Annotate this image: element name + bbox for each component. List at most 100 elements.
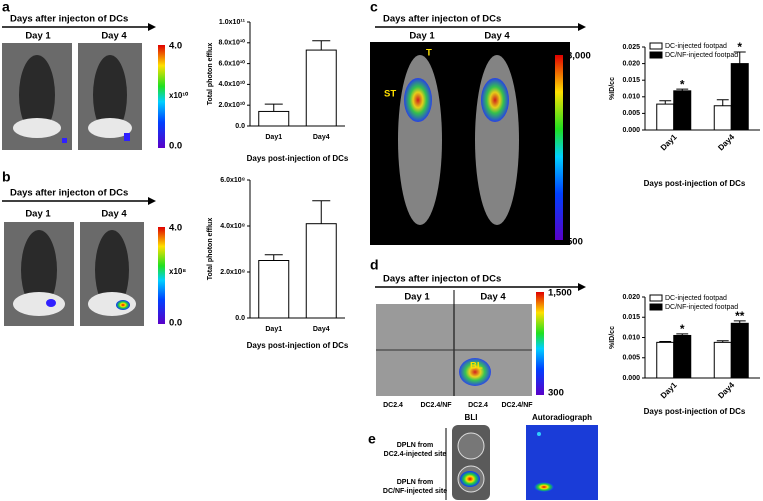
bar: [305, 49, 337, 127]
bar: [258, 110, 290, 127]
y-axis-label: Total photon efflux: [207, 218, 214, 281]
day-label: Day 1: [25, 31, 51, 42]
y-tick-label: 2.0x10⁸: [220, 269, 245, 276]
significance: **: [735, 309, 745, 323]
panel-letter: e: [368, 431, 376, 447]
uptake: [459, 358, 491, 386]
legend-swatch: [649, 51, 663, 59]
signal: [537, 432, 541, 436]
row-label: DC/NF-injected site: [383, 488, 447, 495]
header: Days after injecton of DCs: [383, 274, 501, 285]
y-tick-label: 0.005: [622, 110, 640, 117]
y-tick-label: 0.005: [622, 355, 640, 362]
y-tick-label: 0.0: [235, 315, 245, 322]
legend-swatch: [649, 294, 663, 302]
panel-letter: a: [2, 0, 10, 15]
y-tick-label: 0.020: [622, 294, 640, 301]
region-label: BL: [470, 361, 483, 372]
arrow-head: [578, 283, 586, 291]
arrow-head: [148, 23, 156, 31]
panel-letter: b: [2, 169, 11, 185]
day-label: Day 1: [404, 292, 430, 303]
error-bar: [733, 320, 746, 324]
x-tick-label: Day4: [716, 132, 736, 152]
y-axis-label: %ID/cc: [609, 77, 616, 100]
bar: [673, 90, 692, 131]
arrow-head: [578, 23, 586, 31]
y-tick-label: 0.025: [622, 44, 640, 51]
x-axis-label: Days post-injection of DCs: [247, 341, 349, 350]
significance: *: [737, 40, 742, 54]
panel-d: d Days after injecton of DCs Day 1 Day 4…: [370, 257, 586, 409]
row-label: DPLN from: [397, 442, 434, 449]
bar: [656, 341, 675, 379]
bar: [730, 322, 749, 379]
y-axis-label: Total photon efflux: [207, 43, 214, 106]
error-bar: [676, 333, 689, 336]
y-tick-label: 4.0x10⁸: [220, 223, 245, 230]
mouse: [88, 292, 136, 316]
legend-label: DC-injected footpad: [665, 295, 727, 302]
panel-c: c Days after injecton of DCs Day 1 Day 4…: [370, 0, 591, 248]
bar: [713, 341, 732, 379]
region-label: T: [426, 48, 432, 59]
x-axis-label: Days post-injection of DCs: [644, 407, 746, 416]
x-tick-label: Day1: [659, 132, 679, 152]
signal: [534, 482, 554, 492]
day-label: Day 4: [101, 31, 127, 42]
header: Days after injecton of DCs: [10, 14, 128, 25]
legend-label: DC/NF-injected footpad: [665, 304, 738, 311]
error-bar: [733, 51, 746, 64]
bar: [713, 105, 732, 131]
arrow-head: [148, 197, 156, 205]
colorbar: [536, 292, 544, 395]
y-tick-label: 2.0x10¹⁰: [218, 101, 245, 109]
y-tick-label: 8.0x10¹⁰: [218, 39, 245, 47]
column-label: Autoradiograph: [532, 413, 592, 422]
colorbar-label: 1,500: [548, 288, 572, 299]
y-axis-label: %ID/cc: [609, 326, 616, 349]
uptake: [404, 78, 432, 122]
colorbar: [555, 55, 563, 240]
colorbar: [158, 227, 165, 324]
error-bar: [659, 100, 672, 105]
day-label: Day 1: [409, 31, 435, 42]
mouse: [95, 230, 129, 310]
colorbar-label: 4.0: [169, 41, 182, 52]
column-label: DC2.4/NF: [501, 402, 533, 409]
colorbar-label: 3,000: [567, 51, 591, 62]
error-bar: [716, 99, 729, 106]
x-tick-label: Day1: [265, 134, 282, 141]
legend-swatch: [649, 42, 663, 50]
day-label: Day 4: [484, 31, 510, 42]
bar: [258, 260, 290, 319]
error-bar: [312, 200, 331, 224]
error-bar: [312, 40, 331, 51]
column-label: DC2.4/NF: [420, 402, 452, 409]
day-label: Day 4: [101, 209, 127, 220]
y-tick-label: 0.015: [622, 77, 640, 84]
significance: *: [680, 77, 685, 91]
x-tick-label: Day4: [716, 380, 736, 400]
mouse: [88, 118, 132, 138]
mouse: [13, 292, 65, 316]
signal: [62, 138, 67, 143]
x-tick-label: Day4: [313, 134, 330, 141]
x-axis-label: Days post-injection of DCs: [247, 154, 349, 163]
colorbar: [158, 45, 165, 148]
colorbar-label: 4.0: [169, 223, 182, 234]
colorbar-label: 0.0: [169, 318, 182, 329]
error-bar: [659, 341, 672, 343]
error-bar: [264, 103, 283, 112]
bar: [656, 103, 675, 131]
colorbar-label: x10¹⁰: [169, 91, 189, 100]
bar: [730, 63, 749, 131]
y-tick-label: 0.010: [622, 334, 640, 341]
signal: [116, 300, 130, 310]
region-label: ST: [384, 89, 396, 100]
bar: [673, 334, 692, 379]
uptake: [481, 78, 509, 122]
bar: [305, 223, 337, 319]
y-tick-label: 0.015: [622, 314, 640, 321]
